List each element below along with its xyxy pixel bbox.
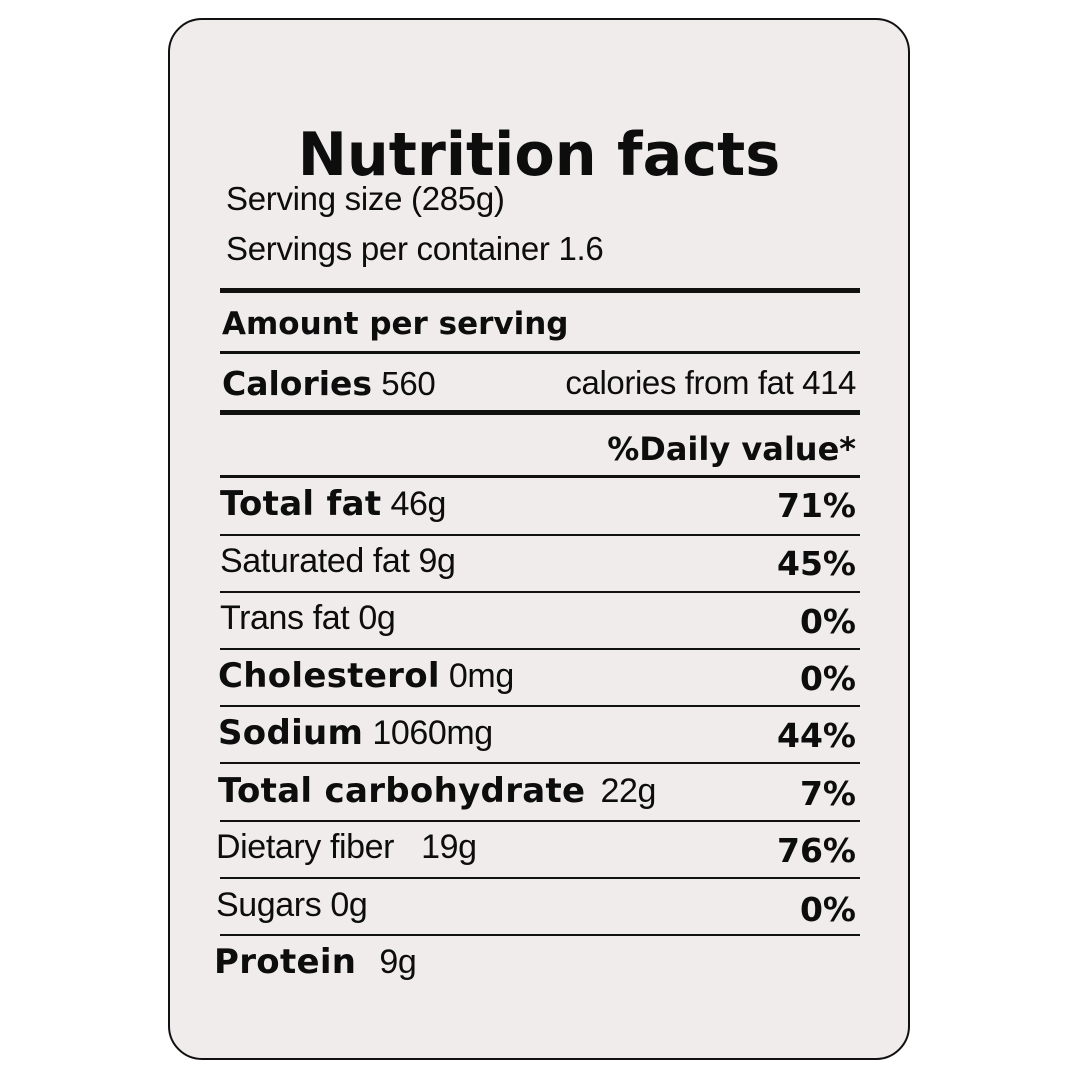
nutrient-amount: 0mg [448, 657, 514, 695]
label-title: Nutrition facts [297, 120, 781, 190]
nutrient-dv: 71% [777, 486, 856, 525]
nutrition-facts-label: Nutrition facts Serving size (285g) Serv… [168, 18, 910, 1060]
calories-from-fat: calories from fat 414 [565, 364, 856, 401]
nutrient-row-sodium: Sodium 1060mg [218, 713, 493, 753]
nutrient-name: Protein [214, 942, 357, 982]
nutrient-row-saturated-fat: Saturated fat 9g [220, 542, 456, 581]
divider [220, 534, 860, 536]
nutrient-amount: 0g [358, 599, 396, 637]
daily-value-header: %Daily value* [607, 430, 856, 468]
divider [220, 648, 860, 650]
calories-row: Calories 560 [222, 364, 436, 403]
amount-per-serving: Amount per serving [222, 306, 569, 342]
divider [220, 934, 860, 936]
nutrient-amount: 1060mg [372, 714, 493, 752]
nutrient-amount: 9g [418, 542, 456, 580]
nutrient-name: Sodium [218, 713, 364, 753]
nutrient-name: Saturated fat [220, 542, 410, 580]
thick-divider [220, 410, 860, 415]
nutrient-amount: 9g [379, 943, 417, 981]
divider [220, 591, 860, 593]
nutrient-name: Cholesterol [218, 656, 440, 696]
calories-label: Calories [222, 364, 373, 403]
servings-per-container: Servings per container 1.6 [226, 230, 604, 267]
serving-size: Serving size (285g) [226, 180, 505, 217]
nutrient-row-total-fat: Total fat 46g [220, 484, 446, 524]
nutrient-dv: 0% [799, 890, 856, 929]
nutrient-name: Total fat [220, 484, 382, 524]
nutrient-amount: 46g [390, 485, 446, 523]
divider [220, 820, 860, 822]
nutrient-dv: 44% [777, 716, 856, 755]
divider [220, 762, 860, 764]
thick-divider [220, 288, 860, 293]
divider [220, 351, 860, 354]
nutrient-row-dietary-fiber: Dietary fiber 19g [216, 828, 477, 867]
nutrient-name: Trans fat [220, 599, 350, 637]
nutrient-name: Total carbohydrate [218, 771, 586, 811]
divider [220, 877, 860, 879]
nutrient-dv: 7% [799, 774, 856, 813]
nutrient-row-trans-fat: Trans fat 0g [220, 599, 396, 638]
nutrient-amount: 22g [600, 772, 656, 810]
nutrient-row-total-carbohydrate: Total carbohydrate 22g [218, 771, 656, 811]
nutrient-row-cholesterol: Cholesterol 0mg [218, 656, 514, 696]
nutrient-amount: 0g [330, 886, 368, 924]
nutrient-dv: 76% [777, 831, 856, 870]
calories-value: 560 [381, 365, 436, 402]
nutrient-row-protein: Protein 9g [214, 942, 417, 982]
nutrient-dv: 0% [799, 659, 856, 698]
nutrient-row-sugars: Sugars 0g [216, 886, 368, 925]
nutrient-dv: 45% [777, 544, 856, 583]
divider [220, 475, 860, 478]
nutrient-name: Sugars [216, 886, 322, 924]
nutrient-dv: 0% [799, 602, 856, 641]
divider [220, 705, 860, 707]
nutrient-name: Dietary fiber [216, 828, 395, 866]
nutrient-amount: 19g [421, 828, 477, 866]
